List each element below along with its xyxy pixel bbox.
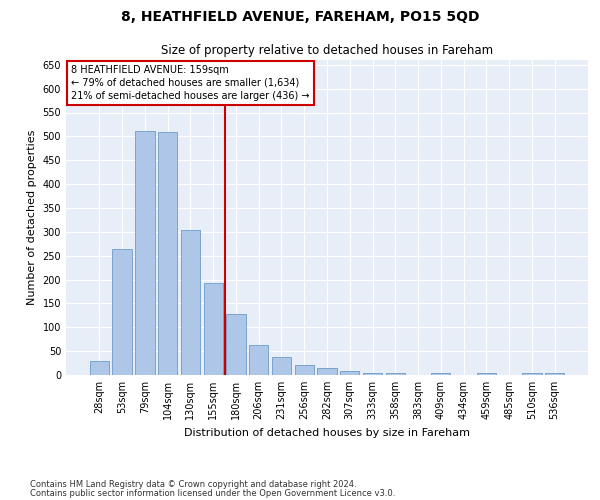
Bar (112, 250, 132, 375)
Text: 8 HEATHFIELD AVENUE: 159sqm
← 79% of detached houses are smaller (1,634)
21% of : 8 HEATHFIELD AVENUE: 159sqm ← 79% of det… (71, 64, 310, 101)
Bar (431, 372, 451, 375)
Bar (295, 365, 314, 375)
Text: Contains public sector information licensed under the Open Government Licence v3: Contains public sector information licen… (30, 489, 395, 498)
Bar (545, 372, 564, 375)
Bar (90, 360, 109, 375)
Bar (272, 358, 291, 375)
X-axis label: Distribution of detached houses by size in Fareham: Distribution of detached houses by size … (184, 428, 470, 438)
Bar (158, 132, 178, 375)
Y-axis label: Number of detached properties: Number of detached properties (27, 130, 37, 305)
Bar (226, 314, 245, 375)
Bar (363, 372, 382, 375)
Bar (181, 230, 200, 375)
Title: Size of property relative to detached houses in Fareham: Size of property relative to detached ho… (161, 44, 493, 58)
Bar (317, 368, 337, 375)
Bar (340, 370, 359, 375)
Bar (386, 372, 405, 375)
Text: 8, HEATHFIELD AVENUE, FAREHAM, PO15 5QD: 8, HEATHFIELD AVENUE, FAREHAM, PO15 5QD (121, 10, 479, 24)
Bar (203, 283, 223, 375)
Bar (249, 346, 268, 375)
Bar (522, 372, 542, 375)
Bar (476, 372, 496, 375)
Bar (135, 130, 155, 375)
Text: Contains HM Land Registry data © Crown copyright and database right 2024.: Contains HM Land Registry data © Crown c… (30, 480, 356, 489)
